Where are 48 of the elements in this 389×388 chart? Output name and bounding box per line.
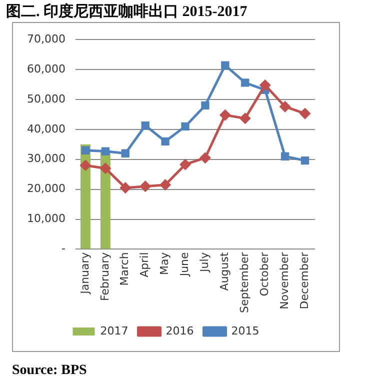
point [161,137,170,146]
legend-label: 2016 [166,324,194,338]
point [160,180,171,190]
x-tick-label: September [238,252,251,314]
x-tick-label: February [98,252,112,301]
point [201,101,210,110]
point [300,156,310,165]
x-tick-label: April [138,252,152,278]
legend-label: 2017 [100,324,128,338]
point [121,149,130,158]
point [100,163,111,174]
point [120,182,131,194]
y-tick-label: 10,000 [26,212,66,226]
x-tick-label: August [218,252,232,291]
x-tick-label: March [118,252,132,286]
y-tick-label: 40,000 [26,122,66,136]
point [221,61,230,70]
point [200,152,210,164]
point [181,122,190,131]
x-tick-label: November [278,252,291,310]
point [80,160,91,171]
y-tick-label: 70,000 [26,32,66,46]
y-tick-label: - [62,242,66,256]
x-tick-label: October [258,252,271,296]
point [260,80,270,90]
y-tick-label: 20,000 [26,182,66,196]
chart-title: 图二. 印度尼西亚咖啡出口 2015-2017 [6,2,248,21]
x-tick-label: January [78,252,92,295]
point [140,181,151,192]
point [300,108,310,119]
point [180,159,191,170]
y-tick-label: 50,000 [26,92,66,106]
y-tick-label: 30,000 [26,152,66,166]
point [240,113,250,124]
point [101,147,110,156]
point [220,110,230,120]
x-tick-label: December [298,252,311,310]
legend-label: 2015 [231,324,260,338]
x-tick-label: May [158,252,172,275]
x-tick-label: July [198,252,212,273]
point [280,101,290,112]
point [241,78,250,87]
x-tick-label: June [178,252,192,278]
y-tick-label: 60,000 [26,62,66,76]
point [81,146,90,154]
point [280,152,290,160]
point [141,121,150,130]
source-note: Source: BPS [12,363,87,379]
